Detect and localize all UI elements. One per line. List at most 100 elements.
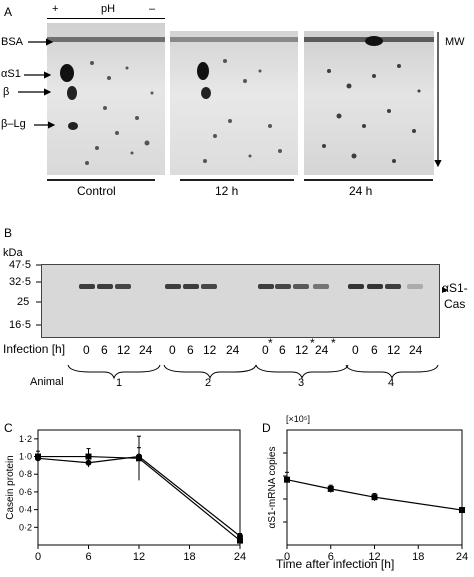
data-point-circle xyxy=(136,453,142,460)
band-arrow-icon xyxy=(442,287,448,293)
lane-1-12h: 12 xyxy=(117,343,131,357)
y-axis-label: Casein protein xyxy=(5,455,16,519)
panel-d-letter: D xyxy=(262,421,271,435)
y-axis-label: αS1-mRNA copies xyxy=(267,447,278,529)
label-as1: αS1 xyxy=(1,68,21,80)
minor-spots xyxy=(85,61,154,165)
minor-spots xyxy=(322,64,421,163)
bsa-spot-row xyxy=(47,37,165,42)
lane-3-12h: 12 xyxy=(295,343,309,357)
y-tick-label: 1·2 xyxy=(19,434,32,444)
blot-band xyxy=(407,284,423,289)
x-tick-label: 6 xyxy=(328,551,334,563)
panel-a-letter: A xyxy=(4,5,13,19)
panel-a-arrows xyxy=(18,32,442,181)
data-point-square xyxy=(327,485,334,492)
panel-b-overlay xyxy=(36,264,448,380)
y-tick-label: 1·0 xyxy=(19,452,32,462)
gel-label-24h: 24 h xyxy=(349,184,373,198)
bsa-spot xyxy=(365,36,383,46)
data-point-square xyxy=(459,507,465,514)
blot-band xyxy=(258,284,274,289)
blot-band xyxy=(165,284,181,289)
as1-spot xyxy=(60,64,74,82)
animal-4-label: 4 xyxy=(388,377,395,389)
blot-band xyxy=(348,284,364,289)
ph-label: pH xyxy=(101,3,116,15)
lane-1-6h: 6 xyxy=(101,343,108,357)
blot-band xyxy=(79,284,95,289)
as1-spot xyxy=(197,62,209,80)
x-tick-label: 24 xyxy=(456,551,468,563)
asterisk-3-12h: * xyxy=(310,336,315,350)
data-point-square xyxy=(237,537,243,544)
blot-band xyxy=(313,284,329,289)
panel-c-letter: C xyxy=(4,421,13,435)
band-label-line1: αS1- xyxy=(442,281,468,295)
mw-tick-label-47-5: 47·5 xyxy=(9,259,32,271)
mw-ticks xyxy=(36,264,41,326)
gel-control xyxy=(47,23,165,175)
ph-plus: + xyxy=(52,3,59,15)
lane-4-24h: 24 xyxy=(409,343,423,357)
y-tick-label: 0·4 xyxy=(19,505,32,515)
band-label-line2: Cas xyxy=(444,297,466,311)
gel-12h xyxy=(170,31,298,175)
lane-2-24h: 24 xyxy=(226,343,240,357)
bsa-spot-row xyxy=(170,37,298,42)
lane-2-12h: 12 xyxy=(203,343,217,357)
data-point-circle xyxy=(85,459,92,466)
animal-3-label: 3 xyxy=(298,377,305,389)
infection-label: Infection [h] xyxy=(3,342,66,356)
blot-band xyxy=(293,284,309,289)
x-tick-label: 0 xyxy=(284,551,290,563)
blot-band xyxy=(115,284,131,289)
lane-3-6h: 6 xyxy=(279,343,286,357)
x-tick-label: 24 xyxy=(234,551,246,563)
minor-spots xyxy=(203,59,282,163)
lane-1-0h: 0 xyxy=(83,343,90,357)
brace-1 xyxy=(67,364,161,380)
y-tick-label: 0·2 xyxy=(19,522,32,532)
blot-band xyxy=(367,284,383,289)
label-bsa: BSA xyxy=(1,36,24,48)
brace-3 xyxy=(255,364,349,380)
data-point-square xyxy=(284,476,290,483)
y-unit-label: [×10⁵] xyxy=(286,414,310,424)
data-point-square xyxy=(85,453,92,460)
ph-bar xyxy=(47,18,165,19)
blot-band xyxy=(385,284,401,289)
gel-control-spots xyxy=(47,37,165,165)
x-tick-label: 18 xyxy=(183,551,195,563)
series-line xyxy=(38,455,241,542)
lane-1-24h: 24 xyxy=(139,343,153,357)
shared-xlabel: Time after infection [h] xyxy=(276,557,395,571)
mw-label: MW xyxy=(445,36,465,48)
series-line xyxy=(286,479,463,511)
lane-2-0h: 0 xyxy=(169,343,176,357)
plot-frame xyxy=(286,429,463,546)
blot-band xyxy=(97,284,113,289)
gel-24h xyxy=(304,31,434,175)
y-tick-label: 0·8 xyxy=(19,469,32,479)
beta-spot xyxy=(67,86,77,100)
data-point-circle xyxy=(237,533,243,540)
x-tick-label: 18 xyxy=(412,551,424,563)
lane-4-0h: 0 xyxy=(352,343,359,357)
label-beta: β xyxy=(3,86,10,98)
blg-spot xyxy=(68,122,78,130)
gel-label-12h: 12 h xyxy=(215,184,239,198)
series-line xyxy=(37,455,241,537)
label-blg: β–Lg xyxy=(1,118,26,130)
blot-band xyxy=(275,284,291,289)
animal-label: Animal xyxy=(30,376,64,388)
data-point-circle xyxy=(35,455,41,462)
panel-b-letter: B xyxy=(4,226,13,240)
lane-3-0h: 0 xyxy=(262,343,269,357)
blot-band xyxy=(183,284,199,289)
ph-minus: – xyxy=(149,3,156,15)
mw-tick-label-25: 25 xyxy=(17,296,30,308)
lane-2-6h: 6 xyxy=(187,343,194,357)
asterisk-3-0h: * xyxy=(268,336,273,350)
gel-12h-spots xyxy=(170,37,298,163)
